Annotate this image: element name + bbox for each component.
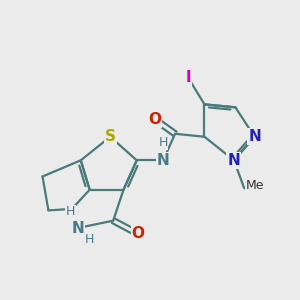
Text: N: N: [227, 153, 240, 168]
Text: O: O: [132, 226, 145, 242]
Text: Me: Me: [246, 179, 264, 192]
Text: N: N: [71, 220, 84, 236]
Text: H: H: [84, 233, 94, 246]
Text: H: H: [66, 205, 75, 218]
Text: O: O: [148, 112, 161, 127]
Text: I: I: [185, 70, 191, 86]
Text: H: H: [159, 136, 168, 149]
Text: N: N: [248, 129, 261, 144]
Text: S: S: [105, 129, 116, 144]
Text: N: N: [157, 153, 169, 168]
